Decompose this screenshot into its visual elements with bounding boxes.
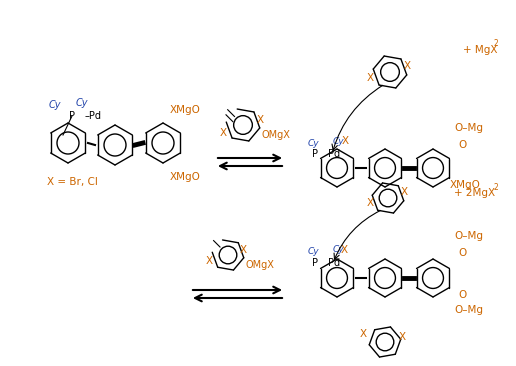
Text: X: X bbox=[342, 136, 349, 146]
Text: Pd: Pd bbox=[328, 149, 340, 159]
Text: O–Mg: O–Mg bbox=[454, 123, 483, 133]
Text: 2: 2 bbox=[493, 40, 498, 49]
Text: X: X bbox=[240, 245, 247, 255]
Text: O–Mg: O–Mg bbox=[454, 231, 483, 241]
Text: XMgO: XMgO bbox=[450, 180, 481, 190]
Text: Cy: Cy bbox=[308, 138, 319, 147]
Text: X: X bbox=[404, 61, 411, 71]
Text: P: P bbox=[312, 258, 318, 268]
Text: OMgX: OMgX bbox=[261, 130, 290, 140]
Text: XMgO: XMgO bbox=[170, 172, 201, 182]
Text: XMgO: XMgO bbox=[170, 105, 201, 115]
Text: X: X bbox=[367, 198, 374, 208]
Text: X: X bbox=[401, 187, 408, 197]
Text: Cy: Cy bbox=[49, 100, 61, 110]
Text: O–Mg: O–Mg bbox=[454, 305, 483, 315]
Text: P: P bbox=[69, 111, 75, 121]
Text: Pd: Pd bbox=[328, 258, 340, 268]
Text: –Pd: –Pd bbox=[85, 111, 102, 121]
Text: X: X bbox=[341, 245, 348, 255]
Text: + 2MgX: + 2MgX bbox=[454, 188, 495, 198]
Text: O: O bbox=[458, 290, 466, 300]
Text: O: O bbox=[458, 140, 466, 150]
Text: Cy: Cy bbox=[333, 137, 345, 146]
Text: Cy: Cy bbox=[76, 98, 89, 108]
Text: X: X bbox=[257, 115, 264, 125]
Text: + MgX: + MgX bbox=[463, 45, 497, 55]
Text: Cy: Cy bbox=[333, 246, 345, 254]
Text: Cy: Cy bbox=[308, 247, 319, 257]
Text: OMgX: OMgX bbox=[245, 259, 274, 270]
Text: X = Br, Cl: X = Br, Cl bbox=[46, 177, 98, 187]
Text: X: X bbox=[360, 329, 367, 339]
Text: 2: 2 bbox=[493, 183, 498, 191]
Text: O: O bbox=[458, 248, 466, 258]
Text: X: X bbox=[220, 128, 227, 138]
Text: X: X bbox=[399, 332, 406, 342]
Text: X: X bbox=[367, 73, 374, 83]
Text: X: X bbox=[206, 257, 213, 266]
Text: P: P bbox=[312, 149, 318, 159]
